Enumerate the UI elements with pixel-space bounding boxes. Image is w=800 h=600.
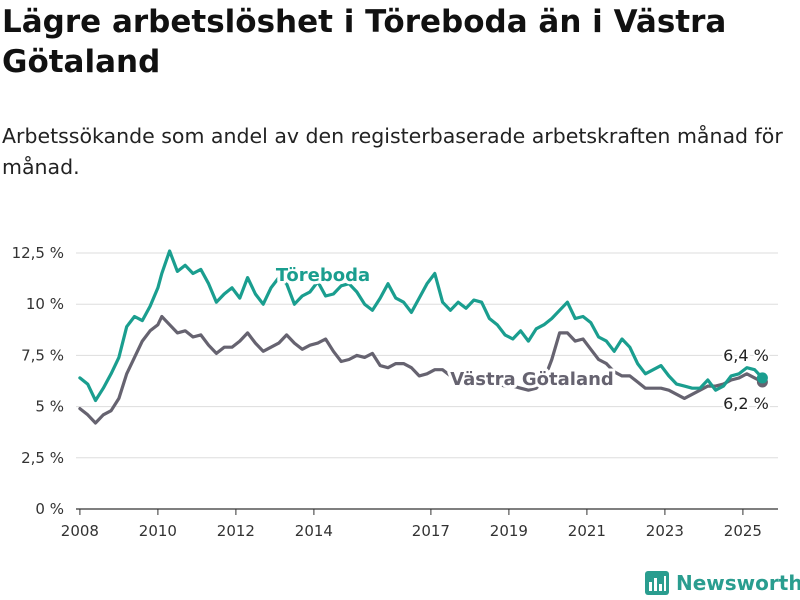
y-tick-label: 10 % xyxy=(26,295,64,313)
series-labels: Töreboda Västra Götaland 6,4 % 6,2 % xyxy=(273,262,771,415)
y-tick-label: 12,5 % xyxy=(12,244,64,262)
newsworthy-logo-icon xyxy=(645,571,669,595)
x-tick-label: 2008 xyxy=(61,522,99,540)
grid-lines xyxy=(76,252,778,510)
series-line xyxy=(78,314,764,425)
x-tick-label: 2010 xyxy=(139,522,177,540)
chart-subtitle: Arbetssökande som andel av den registerb… xyxy=(2,124,783,179)
x-tick-label: 2025 xyxy=(724,522,762,540)
newsworthy-brand: Newsworthy xyxy=(644,568,800,598)
x-tick-label: 2021 xyxy=(568,522,606,540)
chart-title: Lägre arbetslöshet i Töreboda än i Västr… xyxy=(2,4,727,80)
x-tick-label: 2014 xyxy=(295,522,333,540)
x-tick-label: 2012 xyxy=(217,522,255,540)
series-lines xyxy=(78,249,768,425)
x-tick-label: 2023 xyxy=(646,522,684,540)
y-tick-label: 7,5 % xyxy=(21,346,64,364)
x-axis: 2008 2010 2012 2014 2017 2019 2021 2023 2025 xyxy=(61,509,762,540)
y-tick-label: 0 % xyxy=(35,500,64,518)
y-tick-label: 5 % xyxy=(35,398,64,416)
y-axis-labels: 0 % 2,5 % 5 % 7,5 % 10 % 12,5 % xyxy=(12,244,64,518)
x-tick-label: 2017 xyxy=(412,522,450,540)
brand-name: Newsworthy xyxy=(676,571,800,595)
series-name-label: Västra Götaland xyxy=(450,369,614,390)
end-value-label: 6,2 % xyxy=(723,394,769,413)
y-tick-label: 2,5 % xyxy=(21,449,64,467)
x-tick-label: 2019 xyxy=(490,522,528,540)
end-value-label: 6,4 % xyxy=(723,346,769,365)
series-line xyxy=(78,249,764,403)
series-name-label: Töreboda xyxy=(276,265,370,286)
series-end-point xyxy=(756,372,768,384)
